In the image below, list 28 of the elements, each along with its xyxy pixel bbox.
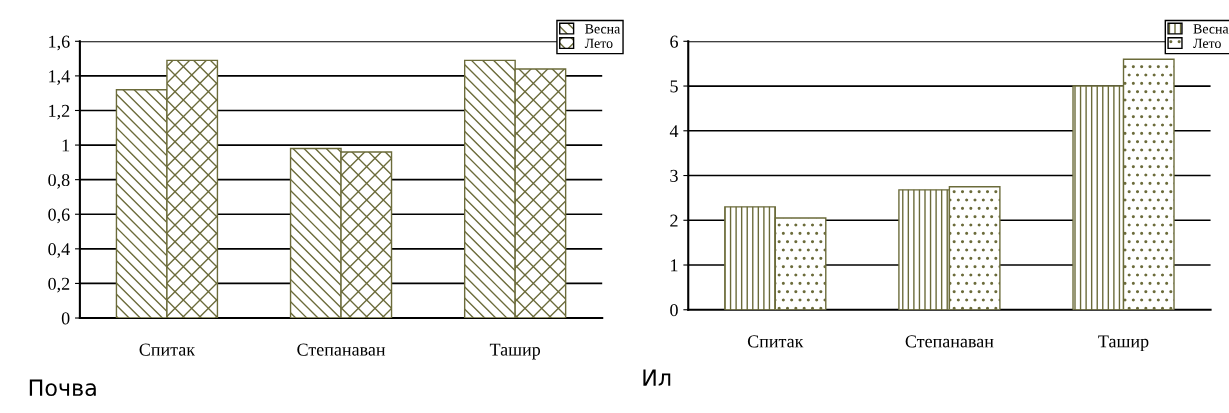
y-tick-label: 0,6 xyxy=(48,208,70,224)
y-tick-label: 4 xyxy=(669,125,679,138)
legend-label: Весна xyxy=(585,24,621,34)
y-tick-label: 1,2 xyxy=(49,104,70,120)
y-tick-label: 1 xyxy=(62,139,70,152)
y-tick-label: 0 xyxy=(61,312,70,325)
y-tick-label: 6 xyxy=(670,35,678,48)
y-tick-label: 0,8 xyxy=(48,173,70,189)
x-tick-label: Спитак xyxy=(747,335,804,348)
y-tick-label: 0,2 xyxy=(48,277,70,293)
x-tick-label: Ташир xyxy=(489,343,541,360)
legend-label: Весна xyxy=(1193,24,1229,34)
y-tick-label: 0 xyxy=(670,304,678,317)
legend-label: Лето xyxy=(584,38,613,49)
x-tick-label: Ташир xyxy=(1098,335,1149,352)
y-tick-label: 2 xyxy=(670,214,678,227)
x-tick-label: Степанаван xyxy=(297,343,386,356)
text: Почва xyxy=(29,379,96,397)
y-tick-label: 1 xyxy=(671,259,678,272)
x-tick-label: Степанаван xyxy=(905,335,994,348)
y-tick-label: 1,6 xyxy=(49,35,70,51)
y-tick-label: 3 xyxy=(670,169,678,182)
text: Ил xyxy=(643,369,671,386)
y-tick-label: 1,4 xyxy=(49,70,70,85)
legend-label: Лето xyxy=(1193,38,1221,49)
y-tick-label: 5 xyxy=(670,80,678,93)
x-tick-label: Спитак xyxy=(139,343,196,356)
y-tick-label: 0,4 xyxy=(48,243,70,258)
